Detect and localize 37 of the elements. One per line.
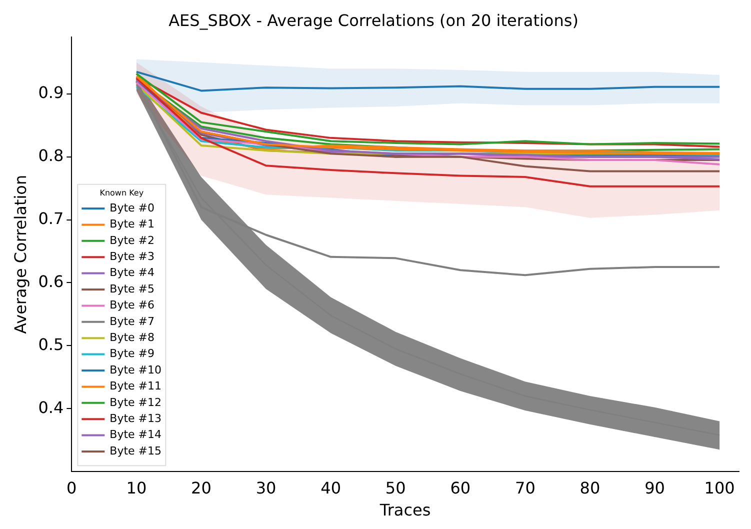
- legend-label: Byte #8: [110, 330, 155, 344]
- legend-label: Byte #4: [110, 266, 155, 280]
- x-tick-label: 90: [644, 478, 665, 498]
- y-tick-label: 0.6: [38, 272, 64, 291]
- legend-label: Byte #14: [110, 428, 162, 442]
- legend-label: Byte #1: [110, 218, 155, 231]
- chart-title: AES_SBOX - Average Correlations (on 20 iterations): [168, 10, 578, 30]
- legend-label: Byte #6: [110, 298, 155, 312]
- y-tick-label: 0.4: [38, 398, 64, 417]
- legend-label: Byte #15: [110, 444, 162, 458]
- legend-label: Byte #11: [110, 380, 162, 393]
- x-tick-label: 0: [66, 478, 77, 498]
- legend-label: Byte #13: [110, 412, 162, 425]
- legend-label: Byte #9: [110, 347, 155, 360]
- x-tick-label: 70: [515, 478, 536, 498]
- x-tick-label: 30: [256, 478, 276, 498]
- x-tick-label: 20: [191, 478, 212, 498]
- x-tick-label: 40: [320, 478, 341, 498]
- legend-label: Byte #3: [110, 250, 155, 263]
- x-tick-label: 10: [126, 478, 147, 498]
- legend-label: Byte #5: [110, 282, 155, 296]
- legend-label: Byte #7: [110, 314, 155, 328]
- y-tick-label: 0.9: [38, 83, 64, 102]
- y-tick-label: 0.5: [38, 334, 64, 354]
- legend-label: Byte #2: [110, 234, 155, 247]
- x-axis-title: Traces: [378, 500, 431, 520]
- x-tick-label: 50: [385, 478, 406, 498]
- legend-label: Byte #0: [110, 201, 155, 214]
- legend-label: Byte #12: [110, 396, 162, 409]
- x-tick-label: 100: [704, 478, 735, 498]
- legend-label: Byte #10: [110, 363, 162, 376]
- y-axis-title: Average Correlation: [10, 174, 30, 334]
- x-tick-label: 80: [580, 478, 600, 498]
- y-tick-label: 0.7: [38, 208, 64, 228]
- legend-title: Known Key: [100, 188, 144, 198]
- y-tick-label: 0.8: [38, 146, 64, 165]
- x-tick-label: 60: [450, 478, 471, 498]
